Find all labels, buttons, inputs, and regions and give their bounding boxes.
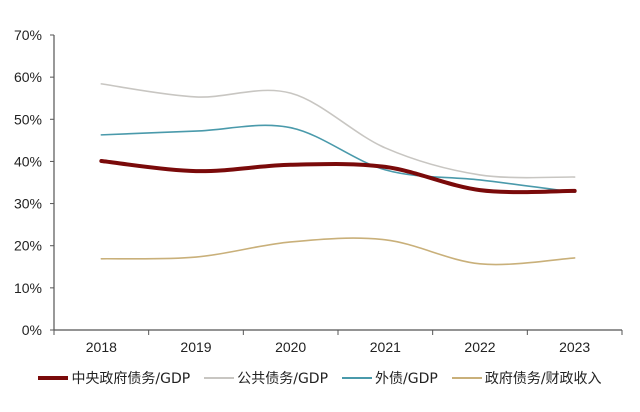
legend-label: 外债/GDP — [375, 371, 438, 387]
legend-swatch — [451, 377, 482, 379]
y-tick-label: 70% — [14, 27, 42, 43]
legend-swatch — [38, 376, 69, 380]
legend-item: 公共债务/GDP — [204, 368, 328, 388]
x-tick-label: 2021 — [370, 339, 401, 355]
legend-swatch — [342, 377, 373, 379]
legend-label: 公共债务/GDP — [237, 371, 329, 387]
legend: 中央政府债务/GDP 公共债务/GDP 外债/GDP 政府债务/财政收入 — [0, 366, 640, 390]
y-tick-label: 20% — [14, 238, 42, 254]
y-tick-label: 60% — [14, 69, 42, 85]
x-tick-label: 2022 — [464, 339, 495, 355]
legend-label: 政府债务/财政收入 — [484, 371, 602, 387]
legend-item: 政府债务/财政收入 — [451, 368, 602, 388]
series-line-0 — [99, 159, 577, 195]
legend-label: 中央政府债务/GDP — [71, 371, 191, 387]
y-tick-label: 10% — [14, 280, 42, 296]
y-axis: 0% 10% 20% 30% 40% 50% 60% 70% — [14, 27, 55, 338]
y-tick-label: 30% — [14, 196, 42, 212]
legend-swatch — [204, 377, 235, 379]
x-tick-label: 2023 — [559, 339, 590, 355]
series-layer — [99, 83, 577, 266]
y-tick-label: 40% — [14, 153, 42, 169]
legend-item: 外债/GDP — [342, 368, 438, 388]
line-chart: 0% 10% 20% 30% 40% 50% 60% 70% 2018 2019 2020 2021… — [14, 27, 623, 355]
y-tick-label: 50% — [14, 111, 42, 127]
series-line-2 — [100, 124, 576, 193]
legend-item: 中央政府债务/GDP — [38, 368, 190, 388]
series-line-3 — [100, 237, 576, 266]
y-tick-label: 0% — [22, 322, 42, 338]
x-tick-label: 2019 — [180, 339, 211, 355]
x-tick-label: 2018 — [86, 339, 117, 355]
x-axis: 2018 2019 2020 2021 2022 2023 — [53, 329, 623, 355]
x-tick-label: 2020 — [275, 339, 306, 355]
series-line-1 — [100, 83, 576, 179]
